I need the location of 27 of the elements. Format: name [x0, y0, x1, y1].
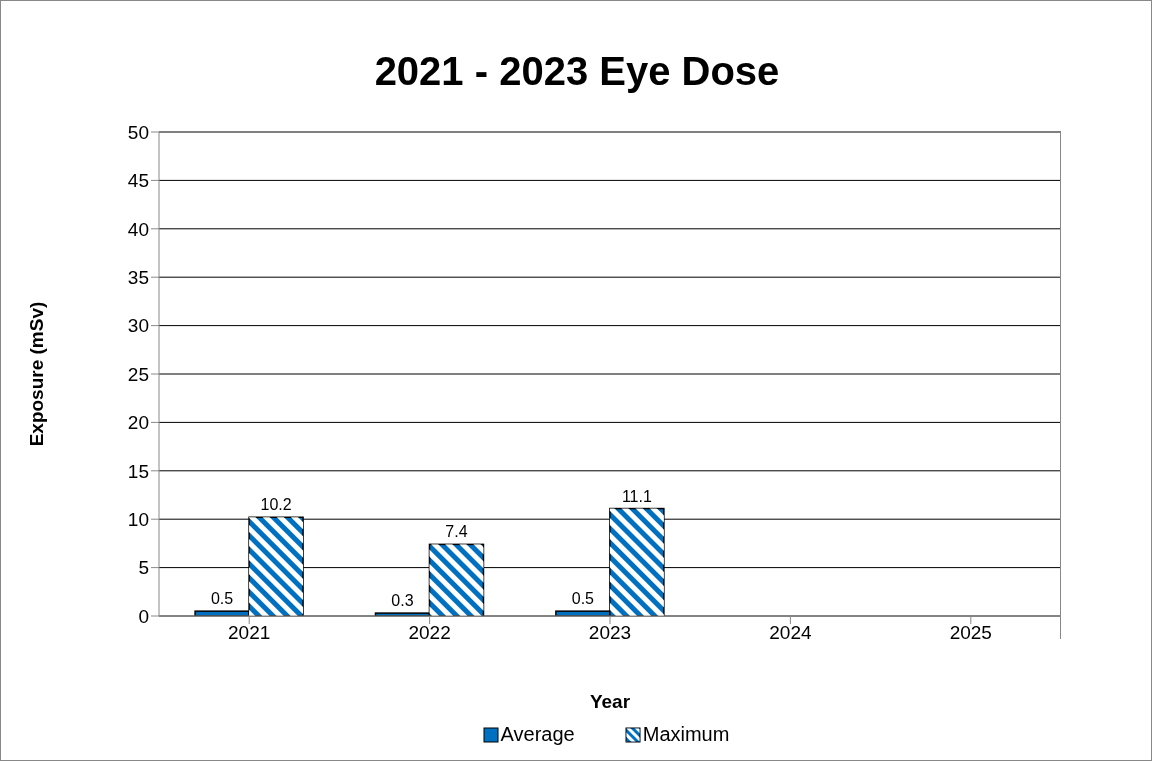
- y-tick-label: 35: [127, 266, 149, 288]
- y-axis-title: Exposure (mSv): [25, 301, 47, 447]
- x-tick-label: 2024: [769, 622, 812, 644]
- x-tick-label: 2023: [588, 622, 632, 644]
- x-tick-label: 2025: [949, 622, 992, 644]
- x-tick-label: 2022: [408, 622, 451, 644]
- y-tick-label: 20: [127, 412, 149, 434]
- data-label: 0.5: [210, 590, 234, 608]
- legend-label: Average: [500, 723, 575, 746]
- x-axis-title: Year: [588, 691, 632, 713]
- y-tick-label: 45: [127, 170, 149, 192]
- y-tick-label: 5: [138, 557, 149, 579]
- y-tick-label: 50: [127, 121, 149, 143]
- y-tick-label: 30: [127, 315, 149, 337]
- data-label: 10.2: [260, 496, 292, 514]
- y-tick-label: 15: [127, 460, 149, 482]
- data-label: 0.5: [571, 590, 595, 608]
- data-label: 7.4: [445, 523, 468, 541]
- y-tick-label: 25: [127, 363, 149, 385]
- y-tick-label: 40: [127, 218, 149, 240]
- x-tick-label: 2021: [228, 622, 271, 644]
- legend-label: Maximum: [642, 723, 730, 746]
- chart-title: 2021 - 2023 Eye Dose: [373, 49, 781, 94]
- data-label: 0.3: [391, 592, 414, 610]
- data-label: 11.1: [621, 487, 652, 505]
- y-tick-label: 0: [138, 605, 149, 627]
- y-tick-label: 10: [127, 508, 149, 530]
